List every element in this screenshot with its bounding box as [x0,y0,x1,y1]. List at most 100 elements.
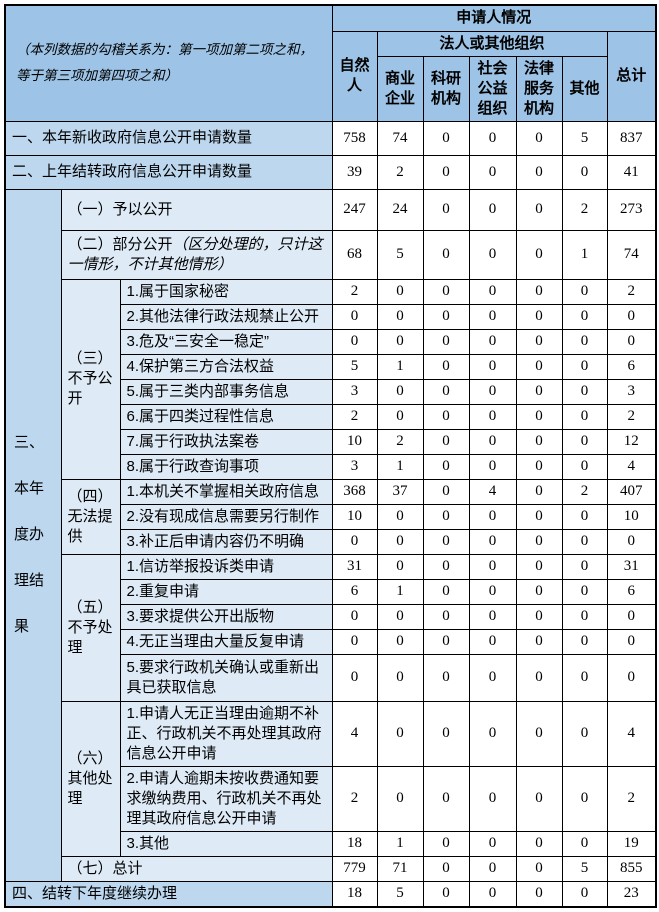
value-cell: 0 [515,603,563,630]
col-header-other: 其他 [561,55,608,122]
row-group-annual-results: 三、本年度办理结果 [4,188,62,882]
value-cell: 0 [422,478,470,505]
row-group-unable-to-provide: （四）无法提供 [60,478,121,555]
value-cell: 0 [376,328,424,355]
value-cell: 0 [515,303,563,330]
value-cell: 0 [376,528,424,555]
col-header-public-welfare-org: 社会公益组织 [468,55,517,122]
value-cell: 0 [422,653,470,702]
value-cell: 0 [515,578,563,605]
header-row-1: （本列数据的勾稽关系为：第一项加第二项之和，等于第三项加第四项之和） 申请人情况 [4,4,657,122]
value-cell: 0 [468,628,517,655]
value-cell: 1 [376,353,424,380]
value-cell: 2 [331,765,378,832]
value-cell: 74 [376,120,424,156]
value-cell: 0 [331,328,378,355]
value-cell: 6 [606,578,657,605]
value-cell: 71 [376,855,424,882]
value-cell: 3 [606,378,657,405]
row-label-enforcement-files: 7.属于行政执法案卷 [119,428,333,455]
value-cell: 0 [422,403,470,430]
value-cell: 0 [561,403,608,430]
value-cell: 74 [606,229,657,280]
col-header-research-institution: 科研机构 [422,55,470,122]
value-cell: 0 [515,855,563,882]
header-row-2: 自然人 法人或其他组织 总计 [5,30,657,122]
value-cell: 4 [331,700,378,767]
value-cell: 2 [606,403,657,430]
value-cell: 0 [468,278,517,305]
value-cell: 0 [468,303,517,330]
value-cell: 0 [515,628,563,655]
value-cell: 0 [468,353,517,380]
value-cell: 0 [468,765,517,832]
value-cell: 407 [606,478,657,505]
value-cell: 0 [515,353,563,380]
value-cell: 0 [515,453,563,480]
value-cell: 3 [331,378,378,405]
value-cell: 10 [331,428,378,455]
value-cell: 0 [515,229,563,280]
value-cell: 0 [376,553,424,580]
value-cell: 0 [468,328,517,355]
row-label-granted-disclosure: （一）予以公开 [60,188,333,231]
value-cell: 0 [561,628,608,655]
value-cell: 0 [561,765,608,832]
value-cell: 0 [468,428,517,455]
row-label-overdue-no-correction: 1.申请人无正当理由逾期不补正、行政机关不再处理其政府信息公开申请 [119,700,333,767]
value-cell: 0 [376,628,424,655]
table-row: 7.属于行政执法案卷 10 2 0 0 0 0 12 [5,428,657,455]
value-cell: 0 [515,378,563,405]
table-row: （二）部分公开（区分处理的，只计这一情形，不计其他情形） 68 5 0 0 0 1 74 [5,229,657,280]
row-label-subtotal: （七）总计 [60,855,333,882]
value-cell: 0 [422,378,470,405]
value-cell: 0 [468,653,517,702]
value-cell: 0 [561,830,608,857]
value-cell: 855 [606,855,657,882]
value-cell: 0 [376,700,424,767]
table-row: 三、本年度办理结果 （一）予以公开 247 24 0 0 0 2 273 [4,188,657,882]
value-cell: 0 [422,353,470,380]
col-header-legal-or-other-org: 法人或其他组织 [376,30,608,57]
value-cell: 68 [331,229,378,280]
table-row: （六）其他处理 1.申请人无正当理由逾期不补正、行政机关不再处理其政府信息公开申… [5,700,657,857]
value-cell: 247 [331,188,378,231]
value-cell: 0 [468,553,517,580]
value-cell: 19 [606,830,657,857]
value-cell: 0 [331,303,378,330]
value-cell: 0 [468,378,517,405]
value-cell: 0 [331,628,378,655]
col-header-total: 总计 [606,30,657,122]
value-cell: 837 [606,120,657,156]
value-cell: 5 [376,880,424,907]
value-cell: 0 [515,154,563,190]
value-cell: 0 [561,528,608,555]
value-cell: 0 [561,653,608,702]
value-cell: 0 [561,353,608,380]
col-header-commercial-enterprise: 商业企业 [376,55,424,122]
value-cell: 0 [468,830,517,857]
value-cell: 0 [606,653,657,702]
value-cell: 1 [561,229,608,280]
value-cell: 368 [331,478,378,505]
value-cell: 4 [606,700,657,767]
value-cell: 0 [468,403,517,430]
value-cell: 6 [606,353,657,380]
value-cell: 0 [422,428,470,455]
value-cell: 2 [606,765,657,832]
value-cell: 0 [422,700,470,767]
value-cell: 5 [331,353,378,380]
reconciliation-note-cell: （本列数据的勾稽关系为：第一项加第二项之和，等于第三项加第四项之和） [4,4,333,122]
value-cell: 0 [561,578,608,605]
value-cell: 0 [515,553,563,580]
value-cell: 0 [468,120,517,156]
row-label-partial-disclosure: （二）部分公开（区分处理的，只计这一情形，不计其他情形） [60,229,333,280]
row-label-confirm-or-reissue-info: 5.要求行政机关确认或重新出具已获取信息 [119,653,333,702]
value-cell: 2 [376,428,424,455]
row-label-unjustified-mass-requests: 4.无正当理由大量反复申请 [119,628,333,655]
